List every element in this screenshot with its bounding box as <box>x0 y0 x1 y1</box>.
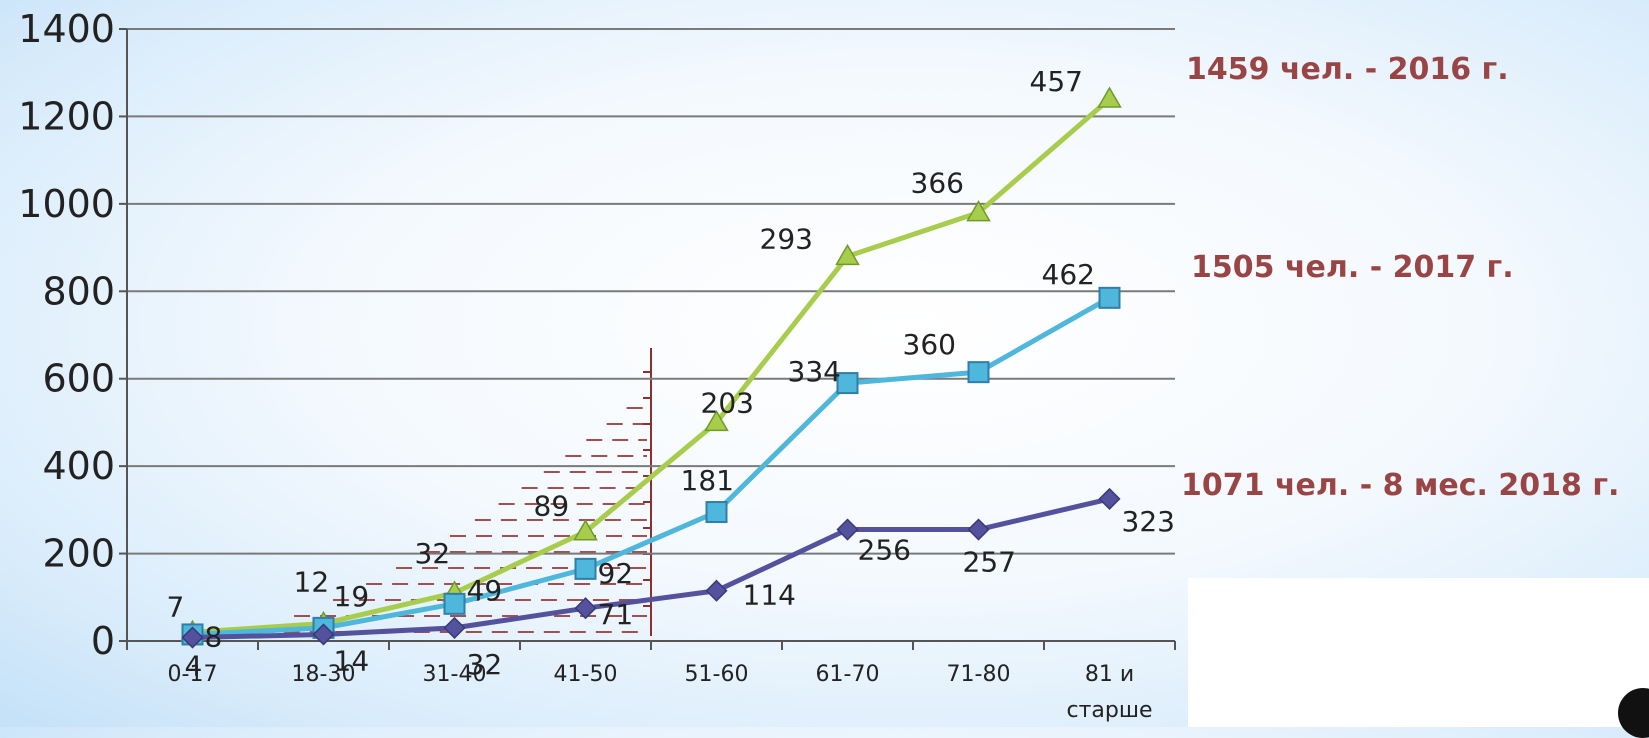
series-line <box>192 295 1111 637</box>
y-tick-label: 1000 <box>18 182 115 226</box>
data-label: 92 <box>598 557 634 590</box>
marker-triangle <box>704 409 729 432</box>
marker-diamond <box>967 518 990 541</box>
marker-square <box>836 372 859 395</box>
y-tick-label: 600 <box>42 357 115 401</box>
x-tick-label: 18-30 <box>292 662 356 687</box>
data-label: 323 <box>1122 505 1175 538</box>
series-2 <box>181 487 1121 649</box>
y-tick-label: 200 <box>42 532 115 576</box>
data-label: 360 <box>903 328 956 361</box>
data-label: 14 <box>334 644 370 677</box>
series-line <box>192 97 1112 635</box>
marker-square <box>574 557 597 580</box>
data-label: 19 <box>334 580 370 613</box>
x-tick-label: 0-17 <box>168 662 218 687</box>
marker-square <box>443 592 466 615</box>
y-tick-label: 1400 <box>18 7 115 51</box>
marker-diamond <box>443 616 466 639</box>
x-tick-label: 81 и старше <box>1066 662 1152 723</box>
marker-diamond <box>1098 487 1121 510</box>
marker-triangle <box>835 243 860 266</box>
data-label: 462 <box>1042 258 1095 291</box>
data-label: 12 <box>294 566 330 599</box>
axes <box>119 28 1176 650</box>
data-label: 49 <box>467 574 503 607</box>
y-tick-label: 1200 <box>18 94 115 138</box>
legend-2017: 1505 чел. - 2017 г. <box>1191 250 1514 285</box>
data-label: 366 <box>911 167 964 200</box>
data-label: 32 <box>415 537 451 570</box>
data-label: 71 <box>598 598 634 631</box>
legend-2016: 1459 чел. - 2016 г. <box>1186 52 1509 87</box>
data-labels-group: 7 12 32 89 203 293 366 457 8 19 49 92 181 334 360 462 4 1… <box>167 65 1175 683</box>
y-tick-label: 400 <box>42 444 115 488</box>
data-label: 7 <box>167 590 185 623</box>
data-label: 334 <box>788 355 841 388</box>
marker-square <box>1098 286 1121 309</box>
data-label: 181 <box>681 464 734 497</box>
marker-triangle <box>966 200 991 222</box>
data-label: 4 <box>185 650 203 683</box>
data-label: 89 <box>534 490 570 523</box>
series-group <box>180 86 1122 649</box>
x-tick-label: 71-80 <box>947 662 1011 687</box>
white-panel <box>1188 578 1649 727</box>
x-tick-label: 61-70 <box>816 662 880 687</box>
data-label: 257 <box>963 546 1016 579</box>
marker-triangle <box>573 519 598 541</box>
marker-square <box>705 501 728 524</box>
data-label: 114 <box>743 579 796 612</box>
data-label: 457 <box>1030 65 1083 98</box>
marker-diamond <box>836 518 859 541</box>
marker-square <box>967 361 990 384</box>
legend-2018: 1071 чел. - 8 мес. 2018 г. <box>1181 468 1620 503</box>
hatched-area <box>231 348 652 636</box>
series-line <box>192 496 1111 641</box>
y-tick-label: 0 <box>91 619 115 663</box>
data-label: 32 <box>467 648 503 681</box>
data-label: 203 <box>701 386 754 419</box>
marker-diamond <box>312 623 335 646</box>
x-tick-label: 31-40 <box>423 662 487 687</box>
grid <box>127 28 1175 555</box>
y-axis-ticks: 0 200 400 600 800 1000 1200 1400 <box>18 7 115 663</box>
data-label: 256 <box>858 534 911 567</box>
marker-diamond <box>574 597 597 620</box>
y-tick-label: 800 <box>42 269 115 313</box>
data-label: 293 <box>760 222 813 255</box>
marker-diamond <box>705 579 728 602</box>
data-label: 8 <box>205 620 223 653</box>
x-tick-label: 41-50 <box>554 662 618 687</box>
x-tick-label: 51-60 <box>685 662 749 687</box>
x-axis-ticks: 0-17 18-30 31-40 41-50 51-60 61-70 71-80 81 и ст… <box>168 662 1153 723</box>
marker-triangle <box>1097 86 1122 108</box>
marker-diamond <box>181 626 204 649</box>
